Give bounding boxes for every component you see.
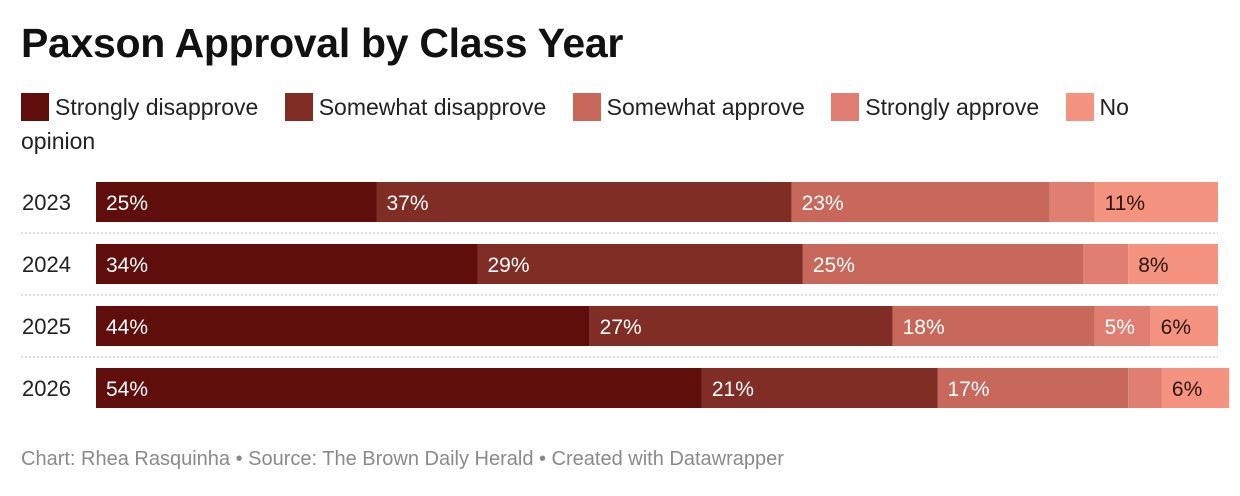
data-label-2025-strongly-disapprove: 44% [106, 316, 148, 339]
bar-2024-strongly-disapprove [96, 244, 478, 284]
legend-label-strongly-disapprove: Strongly disapprove [55, 94, 259, 120]
legend-item-strongly-approve: Strongly approve [831, 93, 1040, 121]
category-label-2024: 2024 [22, 252, 71, 277]
data-label-2026-somewhat-approve: 17% [948, 378, 990, 401]
legend-swatch-strongly-disapprove [21, 93, 49, 121]
legend-item-strongly-disapprove: Strongly disapprove [21, 93, 259, 121]
data-label-2025-strongly-approve: 5% [1105, 316, 1135, 339]
data-label-2026-somewhat-disapprove: 21% [712, 378, 754, 401]
bar-2023-no-opinion [1094, 182, 1218, 222]
bar-2023-somewhat-disapprove [376, 182, 792, 222]
data-label-2026-strongly-disapprove: 54% [106, 378, 148, 401]
data-label-2025-somewhat-approve: 18% [903, 316, 945, 339]
category-label-2025: 2025 [22, 314, 71, 339]
legend-item-somewhat-approve: Somewhat approve [572, 93, 805, 121]
data-label-2023-somewhat-approve: 23% [802, 192, 844, 215]
bar-2024-strongly-approve [1083, 244, 1129, 284]
bar-2026-somewhat-approve [937, 368, 1129, 408]
legend-item-somewhat-disapprove: Somewhat disapprove [284, 93, 547, 121]
data-label-2023-somewhat-disapprove: 37% [387, 192, 429, 215]
bar-2023-somewhat-approve [791, 182, 1050, 222]
bar-2025-strongly-approve [1094, 306, 1151, 346]
data-label-2025-no-opinion: 6% [1161, 316, 1191, 339]
data-label-2024-somewhat-disapprove: 29% [487, 254, 529, 277]
bar-2025-somewhat-approve [892, 306, 1095, 346]
legend-swatch-no-opinion [1065, 93, 1094, 121]
bar-2023-strongly-approve [1049, 182, 1095, 222]
data-label-2025-somewhat-disapprove: 27% [600, 316, 642, 339]
data-label-2024-strongly-disapprove: 34% [106, 254, 148, 277]
bar-2024-no-opinion [1128, 244, 1218, 284]
bar-2025-strongly-disapprove [96, 306, 590, 346]
legend-swatch-somewhat-approve [572, 93, 601, 121]
bar-2026-no-opinion [1161, 368, 1230, 408]
data-label-2023-no-opinion: 11% [1105, 192, 1145, 215]
data-label-2024-somewhat-approve: 25% [813, 254, 855, 277]
data-label-2024-no-opinion: 8% [1138, 254, 1168, 277]
bar-2023-strongly-disapprove [96, 182, 377, 222]
data-label-2026-no-opinion: 6% [1172, 378, 1202, 401]
legend-item-no-opinion: No opinion [21, 93, 1129, 154]
category-label-2023: 2023 [22, 190, 71, 215]
legend: Strongly disapprove Somewhat disapprove … [21, 90, 1181, 158]
legend-label-no-opinion: No opinion [21, 94, 1129, 154]
bar-2026-somewhat-disapprove [701, 368, 938, 408]
chart-footer: Chart: Rhea Rasquinha • Source: The Brow… [21, 448, 784, 470]
legend-swatch-strongly-approve [831, 93, 860, 121]
bar-2026-strongly-disapprove [96, 368, 702, 408]
bar-2026-strongly-approve [1128, 368, 1162, 408]
bar-2024-somewhat-disapprove [477, 244, 803, 284]
legend-label-somewhat-approve: Somewhat approve [606, 94, 805, 120]
category-label-2026: 2026 [22, 376, 71, 401]
bar-2025-somewhat-disapprove [589, 306, 893, 346]
chart-title: Paxson Approval by Class Year [21, 20, 624, 66]
legend-label-strongly-approve: Strongly approve [865, 94, 1040, 120]
data-label-2023-strongly-disapprove: 25% [106, 192, 148, 215]
legend-label-somewhat-disapprove: Somewhat disapprove [318, 94, 547, 120]
bar-2024-somewhat-approve [802, 244, 1084, 284]
bar-2025-no-opinion [1150, 306, 1218, 346]
legend-swatch-somewhat-disapprove [284, 93, 313, 121]
